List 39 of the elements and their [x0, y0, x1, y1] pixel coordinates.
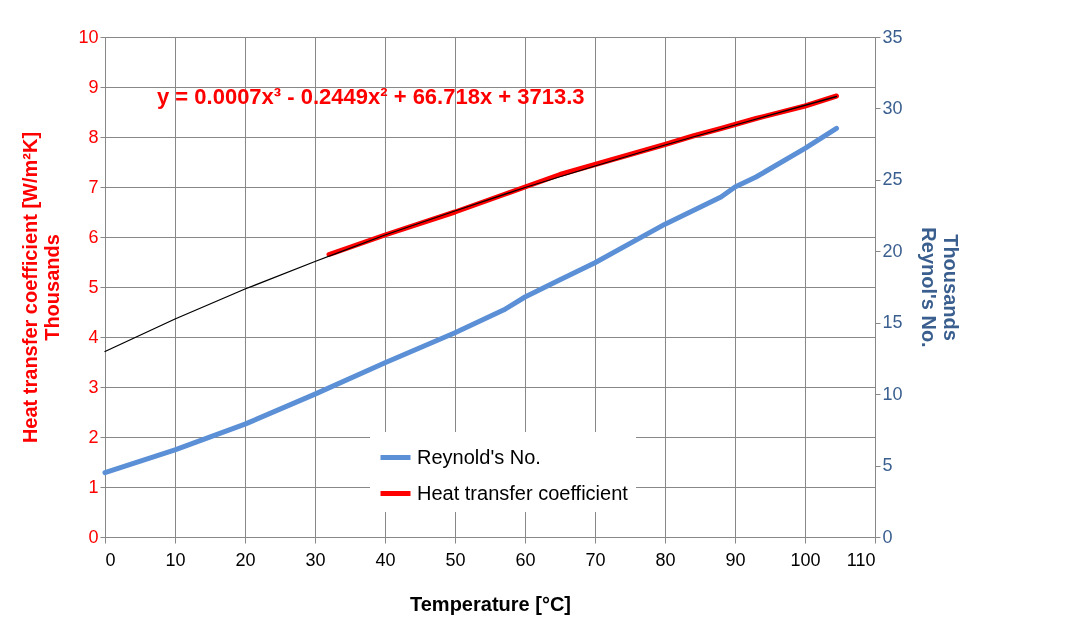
x-tick-label: 80 — [655, 549, 676, 570]
y2-tick-label: 5 — [882, 455, 893, 476]
y2-tick-label: 15 — [882, 312, 903, 333]
x-tick-label: 60 — [515, 549, 536, 570]
text: Thousands — [41, 234, 64, 341]
y2-axis-title: Reynol's No. — [917, 227, 940, 348]
y-tick-label: 2 — [88, 426, 99, 447]
y-tick-label: 5 — [88, 276, 99, 297]
y2-tick-label: 25 — [882, 169, 903, 190]
y-tick-label: 3 — [88, 376, 99, 397]
y-tick-label: 6 — [88, 226, 99, 247]
x-tick-label: 90 — [725, 549, 746, 570]
y-tick-label: 4 — [88, 326, 99, 347]
text: Thousands — [939, 234, 962, 341]
y-axis-title: Heat transfer coefficient [W/m²K] — [19, 131, 42, 444]
y2-tick-label: 10 — [882, 383, 903, 404]
x-tick-label: 50 — [445, 549, 466, 570]
y-tick-label: 8 — [88, 126, 99, 147]
x-tick-label: 70 — [585, 549, 606, 570]
y-tick-label: 10 — [78, 26, 99, 47]
x-tick-label: 30 — [305, 549, 326, 570]
annotation: y = 0.0007x³ - 0.2449x² + 66.718x + 3713.3 — [157, 84, 585, 109]
x-axis-title: Temperature [°C] — [410, 592, 571, 615]
y-tick-label: 9 — [88, 76, 99, 97]
y-tick-label: 7 — [88, 176, 99, 197]
y2-tick-label: 0 — [882, 526, 893, 547]
y2-tick-label: 30 — [882, 97, 903, 118]
x-tick-label: 110 — [846, 549, 876, 570]
y-tick-label: 1 — [88, 476, 99, 497]
y2-tick-label: 20 — [882, 240, 903, 261]
legend-label: Reynold's No. — [417, 445, 541, 468]
x-tick-label: 10 — [165, 549, 186, 570]
x-tick-label: 0 — [105, 549, 116, 570]
x-tick-label: 40 — [375, 549, 396, 570]
x-tick-label: 100 — [790, 549, 821, 570]
legend-label: Heat transfer coefficient — [417, 481, 629, 504]
y2-tick-label: 35 — [882, 26, 903, 47]
y-tick-label: 0 — [88, 526, 99, 547]
x-tick-label: 20 — [235, 549, 256, 570]
